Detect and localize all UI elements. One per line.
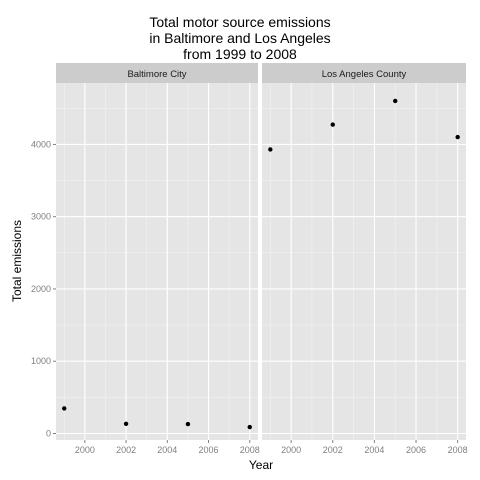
data-point-los-angeles-2005 [393,98,398,104]
facet-strip-label: Los Angeles County [322,69,407,80]
y-tick-label: 4000 [31,139,51,149]
x-tick-label: 2006 [406,445,426,455]
data-point-baltimore-2002 [123,421,129,426]
data-point-los-angeles-2002 [330,122,335,127]
x-tick-label: 2000 [281,445,301,455]
x-tick-label: 2006 [199,445,219,455]
data-point-baltimore-1999 [62,406,67,411]
facet-strip-label: Baltimore City [127,69,186,80]
y-tick-label: 3000 [31,212,51,222]
x-tick-label: 2004 [157,445,177,455]
x-tick-label: 2004 [364,445,384,455]
x-tick-label: 2000 [75,445,95,455]
chart-title-line-1: Total motor source emissions [149,14,331,30]
y-tick-label: 2000 [31,284,51,294]
data-point-los-angeles-2008 [455,134,460,140]
x-axis-title: Year [249,458,273,472]
facet-strip [56,63,258,83]
panel-background [56,83,258,440]
x-tick-label: 2002 [323,445,343,455]
data-point-baltimore-2005 [185,421,191,427]
chart-title-line-2: in Baltimore and Los Angeles [149,30,331,46]
y-axis-title: Total emissions [10,220,24,302]
y-tick-label: 1000 [31,356,51,366]
data-point-los-angeles-1999 [268,147,273,152]
facet-strip [262,63,466,83]
panel-background [262,83,466,440]
y-tick-label: 0 [46,428,51,438]
x-tick-label: 2008 [448,445,468,455]
chart-title-line-3: from 1999 to 2008 [183,46,297,62]
data-point-baltimore-2008 [247,424,252,430]
x-tick-label: 2008 [240,445,260,455]
x-tick-label: 2002 [116,445,136,455]
